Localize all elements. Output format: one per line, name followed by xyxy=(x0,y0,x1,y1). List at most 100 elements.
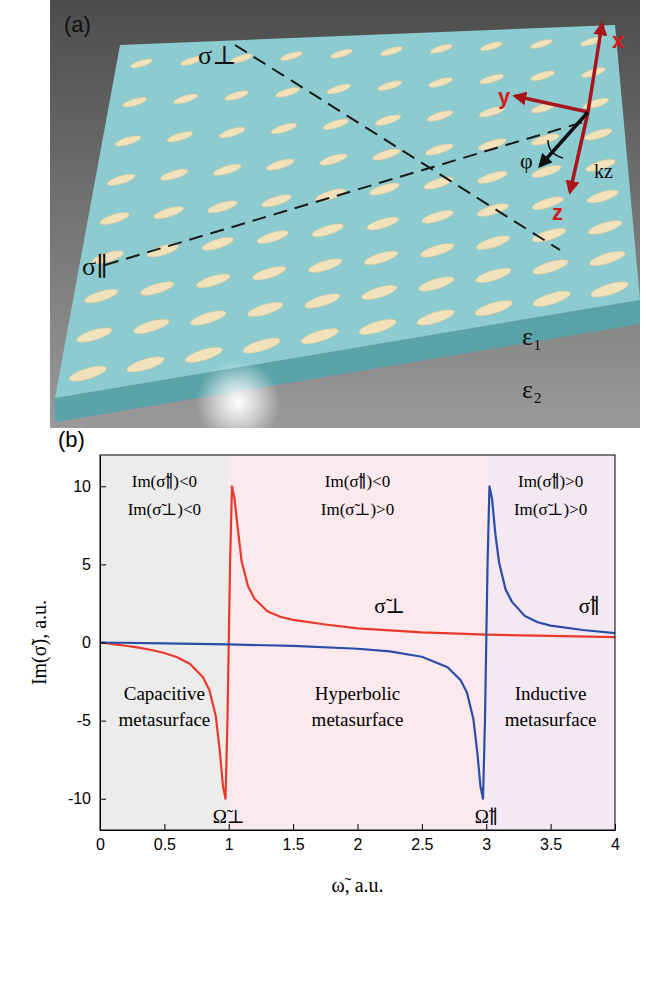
x-tick: 0.5 xyxy=(154,824,176,853)
disk xyxy=(256,228,290,246)
disk xyxy=(531,288,571,310)
label-eps1: ε₁ xyxy=(522,322,542,351)
disk xyxy=(422,175,454,192)
disk xyxy=(307,256,343,275)
y-axis: -10-50510 xyxy=(68,456,106,831)
x-tick-mark xyxy=(551,824,552,830)
x-tick: 2.5 xyxy=(411,824,433,853)
x-tick: 3.5 xyxy=(540,824,562,853)
disk xyxy=(475,233,511,252)
y-tick: 10 xyxy=(73,478,106,495)
disk xyxy=(379,45,403,58)
disk xyxy=(371,147,401,163)
disk xyxy=(75,325,113,346)
x-tick-mark xyxy=(422,824,423,830)
disk xyxy=(159,167,189,183)
x-tick-label: 1.5 xyxy=(283,836,305,853)
disk xyxy=(122,95,148,109)
disk xyxy=(206,198,238,215)
region-label: Capacitivemetasurface xyxy=(118,683,210,730)
resonance-label: Ω̃∥ xyxy=(475,806,498,827)
background xyxy=(50,0,640,428)
region-condition: Im(σ̃⊥)>0 xyxy=(514,500,587,519)
disk xyxy=(189,308,227,329)
x-tick: 1.5 xyxy=(283,824,305,853)
disk xyxy=(428,75,454,89)
disk xyxy=(326,82,352,96)
disk xyxy=(275,85,301,99)
label-eps2: ε₂ xyxy=(522,375,542,404)
region-condition: Im(σ̃∥)<0 xyxy=(325,472,390,491)
disk xyxy=(329,47,353,60)
panel-a: (a)σ⊥σ∥xyzkzφε₁ε₂ xyxy=(50,0,640,444)
disk xyxy=(246,299,284,320)
disk xyxy=(303,291,341,312)
disk xyxy=(374,113,402,128)
y-tick-mark xyxy=(100,721,106,722)
label-sigma_perp: σ⊥ xyxy=(198,41,236,70)
plot-marks xyxy=(100,455,615,830)
region-condition: Im(σ̃∥)>0 xyxy=(518,472,583,491)
disk xyxy=(265,157,295,173)
y-tick: 5 xyxy=(82,556,106,573)
angle-arc xyxy=(548,140,563,158)
disk xyxy=(299,325,339,347)
disk xyxy=(218,125,246,140)
x-tick-label: 0 xyxy=(96,836,105,853)
disk xyxy=(270,121,298,136)
disk xyxy=(529,38,553,51)
x-tick-mark xyxy=(358,824,359,830)
x-tick-label: 4 xyxy=(611,836,620,853)
disk xyxy=(360,282,398,303)
y-tick: -5 xyxy=(77,712,106,729)
region-condition: Im(σ̃∥)<0 xyxy=(132,472,197,491)
disk xyxy=(129,57,153,70)
disk xyxy=(476,169,508,186)
y-tick: 0 xyxy=(82,634,106,651)
disk xyxy=(530,163,562,180)
resonance-label: Ω̃⊥ xyxy=(213,806,245,827)
disk xyxy=(114,133,142,148)
x-axis: 00.511.522.533.54 xyxy=(96,824,620,853)
disk xyxy=(311,221,345,239)
disk xyxy=(318,152,348,168)
disk xyxy=(417,274,455,295)
x-tick-mark xyxy=(164,824,165,830)
x-tick-label: 3.5 xyxy=(540,836,562,853)
x-tick-label: 0.5 xyxy=(154,836,176,853)
x-tick: 4 xyxy=(611,824,620,853)
disk xyxy=(173,92,199,106)
disk xyxy=(588,248,626,269)
x-tick-label: 2 xyxy=(354,836,363,853)
y-tick-label: 0 xyxy=(82,634,91,651)
disk xyxy=(183,344,223,366)
disk xyxy=(224,89,250,103)
axis-arrow-x xyxy=(588,24,602,112)
light-spot xyxy=(196,360,280,444)
disk xyxy=(241,335,281,357)
y-tick-label: 10 xyxy=(73,478,91,495)
disk xyxy=(152,204,184,221)
figure: (a)σ⊥σ∥xyzkzφε₁ε₂00.511.522.533.54-10-50… xyxy=(0,0,646,982)
disk xyxy=(583,126,613,142)
disk xyxy=(363,248,399,267)
y-tick-mark xyxy=(100,799,106,800)
disk xyxy=(415,307,455,329)
region-label: Inductivemetasurface xyxy=(505,683,597,730)
region-condition: Im(σ̃⊥)<0 xyxy=(128,500,201,519)
x-tick-label: 1 xyxy=(225,836,234,853)
disk xyxy=(587,218,623,237)
axis-arrow-y xyxy=(515,96,588,112)
region xyxy=(486,455,615,830)
disk xyxy=(424,142,454,158)
disk xyxy=(322,117,350,132)
disk xyxy=(125,354,165,376)
disk xyxy=(530,131,560,147)
disk xyxy=(166,129,194,144)
series-line xyxy=(100,486,615,799)
disk xyxy=(368,180,400,197)
label-angle: φ xyxy=(520,148,533,173)
slab-top xyxy=(55,25,640,398)
label-axis_x: x xyxy=(612,28,625,53)
y-tick-mark xyxy=(100,486,106,487)
